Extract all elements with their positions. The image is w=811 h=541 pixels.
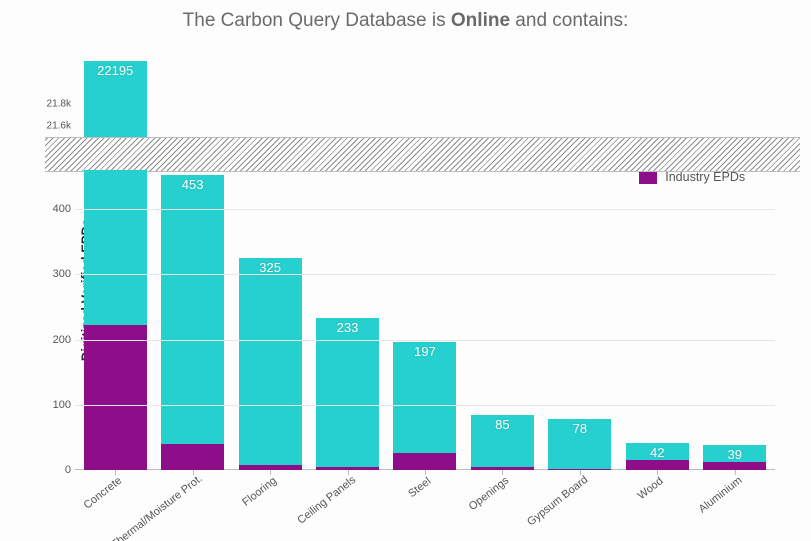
x-axis-category-label: Concrete	[82, 475, 125, 512]
bar-segment-product	[161, 175, 224, 444]
bar-segment-product	[84, 170, 147, 325]
upper-panel: 21.6k21.8k22195	[75, 50, 775, 138]
bar-slot: 42	[623, 170, 691, 470]
x-axis-category: Gypsum Board	[546, 470, 614, 530]
bar-total-label: 325	[259, 260, 281, 275]
y-tick-label-upper: 21.6k	[37, 121, 71, 132]
bar-segment-industry	[703, 462, 766, 470]
y-tick-label: 300	[37, 268, 71, 280]
title-bold: Online	[451, 10, 510, 31]
bar-slot: 453	[158, 170, 226, 470]
x-axis-category: Wood	[623, 470, 691, 530]
bar-slot: 39	[701, 170, 769, 470]
bar-total-label: 42	[650, 445, 664, 460]
bar-slot: 78	[546, 170, 614, 470]
lower-panel: 45332523319785784239 ConcreteThermal/Moi…	[75, 170, 775, 470]
x-axis-category-label: Openings	[467, 475, 511, 513]
x-axis-category-label: Steel	[406, 475, 433, 500]
bar-total-label: 85	[495, 417, 509, 432]
bar-total-label: 22195	[97, 63, 133, 78]
bar-stack	[239, 258, 302, 470]
grid-line	[75, 340, 775, 341]
bar-total-label: 453	[182, 177, 204, 192]
y-tick-label: 400	[37, 203, 71, 215]
x-axis-category: Aluminium	[701, 470, 769, 530]
bar-segment-industry	[84, 325, 147, 470]
x-axis-labels: Concrete Thermal/Moisture Prot. Flooring Ce…	[81, 470, 769, 530]
y-tick-label: 100	[37, 399, 71, 411]
bar-total-label: 78	[573, 421, 587, 436]
x-axis-category-label: Aluminium	[696, 474, 744, 515]
bar-stack	[84, 170, 147, 470]
y-tick-label: 200	[37, 334, 71, 346]
x-axis-category-label: Flooring	[240, 475, 279, 509]
bar-segment-industry	[161, 444, 224, 470]
bar-segment-industry	[626, 460, 689, 470]
bar-stack	[161, 175, 224, 470]
bar-segment-industry	[393, 453, 456, 470]
x-axis-category: Thermal/Moisture Prot.	[158, 470, 226, 530]
x-axis-category-label: Wood	[636, 475, 666, 502]
x-axis-category: Flooring	[236, 470, 304, 530]
bar-slot: 85	[468, 170, 536, 470]
chart-title: The Carbon Query Database is Online and …	[0, 0, 811, 32]
title-prefix: The Carbon Query Database is	[183, 10, 451, 31]
y-tick-label: 0	[37, 464, 71, 476]
bar-slot	[81, 170, 149, 470]
chart-plot: 21.6k21.8k22195 45332523319785784239 Con…	[75, 50, 775, 470]
title-suffix: and contains:	[510, 10, 628, 31]
bar-segment-product	[239, 258, 302, 465]
grid-line	[75, 274, 775, 275]
bars-area: 453 325 233 197 85 78 42 39	[81, 170, 769, 470]
grid-line	[75, 209, 775, 210]
bar-slot: 233	[313, 170, 381, 470]
x-axis-category: Ceiling Panels	[313, 470, 381, 530]
axis-break-band	[45, 137, 800, 172]
y-tick-label-upper: 21.8k	[37, 99, 71, 110]
bar-stack	[316, 318, 379, 470]
bar-slot: 197	[391, 170, 459, 470]
bar-total-label: 233	[337, 320, 359, 335]
bar-total-label: 39	[727, 447, 741, 462]
x-axis-category: Steel	[391, 470, 459, 530]
bar-slot: 325	[236, 170, 304, 470]
grid-line	[75, 405, 775, 406]
bar-total-label: 197	[414, 344, 436, 359]
